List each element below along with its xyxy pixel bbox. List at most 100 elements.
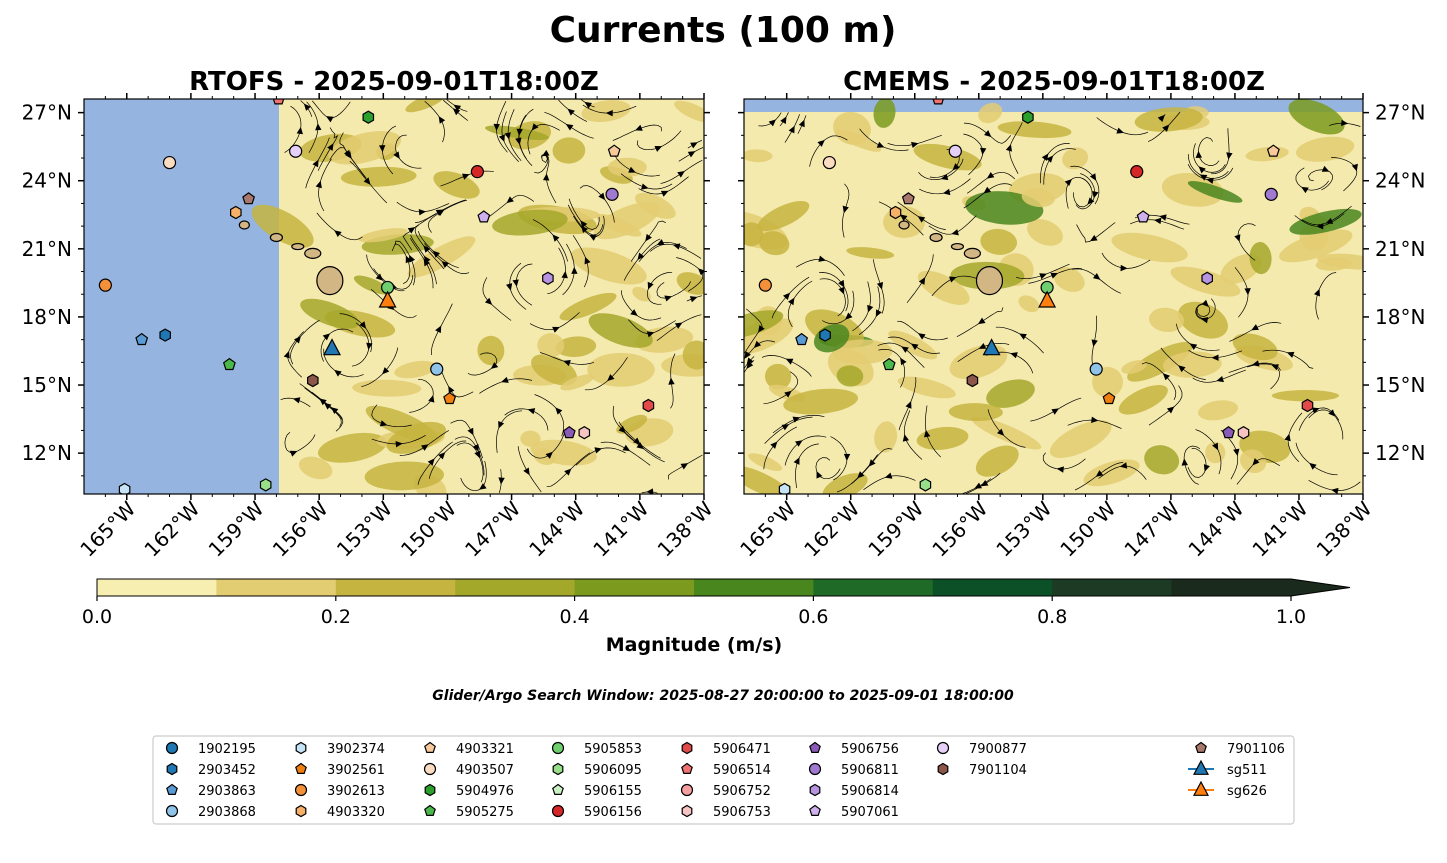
cmems-streamline-arrow [1325, 217, 1334, 224]
rtofs-magnitude-patch [593, 202, 660, 240]
search-window-caption: Glider/Argo Search Window: 2025-08-27 20… [432, 688, 1014, 704]
rtofs-magnitude-patch [251, 204, 314, 248]
rtofs-streamline-arrow [315, 123, 322, 131]
cmems-marker-3902561 [1102, 391, 1116, 405]
rtofs-marker-4903320 [230, 205, 242, 220]
rtofs-marker-7901104 [307, 373, 319, 388]
cmems-streamline-arrow [1116, 127, 1125, 134]
legend-item-5906811: 5906811 [808, 762, 899, 778]
rtofs-streamline-arrow [552, 234, 560, 242]
cmems-streamline-arrow [1286, 351, 1295, 358]
cmems-magnitude-patch [744, 465, 792, 494]
rtofs-lat-label: 18°N [22, 305, 72, 329]
legend-label: 5906752 [713, 784, 771, 799]
rtofs-streamline-arrow [498, 420, 505, 429]
rtofs-streamline-arrow [637, 252, 645, 261]
cmems-lon-label: 165°W [735, 496, 800, 561]
legend-label: 5904976 [456, 784, 514, 799]
rtofs-streamline-arrow [493, 123, 500, 131]
rtofs-streamline-arrow [512, 279, 519, 287]
cmems-lon-label: 138°W [1312, 496, 1377, 561]
cmems-streamline-arrow [952, 163, 960, 171]
cmems-streamline-arrow [997, 428, 1005, 436]
rtofs-streamline-arrow [687, 151, 696, 158]
cmems-streamline-arrow [1251, 324, 1259, 331]
cmems-magnitude-patch [1144, 445, 1180, 475]
rtofs-streamline-arrow [405, 255, 412, 264]
cmems-streamline-arrow [817, 139, 825, 147]
cmems-magnitude-patch [1026, 219, 1063, 246]
rtofs-marker-7901106 [242, 192, 256, 205]
cmems-magnitude-patch [897, 376, 956, 399]
cmems-streamline-arrow [1091, 416, 1099, 423]
cmems-magnitude-patch [986, 379, 1035, 408]
colorbar-segment [1171, 579, 1292, 596]
rtofs-streamline-arrow [379, 420, 388, 427]
cmems-marker-5906156 [1130, 165, 1144, 179]
rtofs-streamline-arrow [334, 230, 342, 238]
rtofs-streamline-arrow [630, 309, 638, 316]
rtofs-streamline-arrow [571, 266, 578, 274]
legend-item-4903320: 4903320 [295, 804, 385, 820]
rtofs-island [291, 242, 305, 251]
legend-marker-2903868 [165, 804, 179, 818]
rtofs-streamline-arrow [567, 108, 575, 116]
cmems-streamline-arrow [1201, 299, 1209, 307]
rtofs-streamline-arrow [292, 397, 301, 404]
cmems-island [929, 232, 943, 243]
legend-item-5906095: 5906095 [552, 762, 642, 778]
rtofs-streamline-arrow [438, 452, 446, 460]
cmems-masked-strip [744, 99, 1363, 112]
cmems-magnitude-patch [1279, 229, 1353, 263]
rtofs-streamline-arrow [580, 220, 588, 228]
cmems-streamlines [744, 111, 1361, 494]
legend-marker-sg511 [1193, 759, 1209, 775]
cmems-magnitude-patch [874, 421, 898, 453]
cmems-streamline-arrow [949, 276, 957, 283]
cmems-magnitude-patch [873, 99, 896, 128]
rtofs-marker-4903321 [607, 144, 621, 157]
rtofs-frame [83, 98, 705, 495]
rtofs-streamline-arrow [504, 132, 511, 140]
cmems-streamline-arrow [816, 470, 823, 479]
rtofs-magnitude-patch [358, 228, 408, 243]
rtofs-streamline-arrow [641, 183, 649, 190]
legend-item-5905853: 5905853 [551, 741, 642, 757]
legend-label: 5905275 [456, 805, 514, 820]
rtofs-streamline-arrow [435, 209, 444, 216]
rtofs-magnitude-patch [596, 213, 642, 237]
cmems-platform-markers [758, 99, 1314, 494]
cmems-streamline-arrow [1252, 458, 1260, 466]
legend-label: 7901104 [969, 763, 1027, 778]
rtofs-marker-5906156 [470, 165, 484, 179]
rtofs-streamline-arrow [584, 256, 591, 265]
rtofs-streamline-arrow [689, 296, 698, 303]
legend-marker-5906095 [552, 762, 564, 776]
cmems-magnitude-patch [1127, 342, 1193, 382]
cmems-magnitude-patch [1049, 420, 1112, 459]
cmems-magnitude-patch [757, 201, 810, 231]
cmems-streamline-arrow [980, 147, 987, 156]
legend-item-7901106: 7901106 [1195, 741, 1285, 757]
rtofs-streamline-arrow [677, 170, 685, 178]
legend-item-5906471: 5906471 [681, 741, 771, 757]
legend-marker-5906156 [551, 804, 565, 818]
cmems-streamline-arrow [942, 188, 951, 196]
cmems-streamline-arrow [758, 325, 765, 333]
cmems-streamline-arrow [1162, 124, 1170, 132]
cmems-streamline-arrow [793, 457, 800, 465]
rtofs-marker-5906514 [272, 99, 285, 105]
cmems-streamline-arrow [1212, 442, 1219, 451]
cmems-field-background [744, 99, 1363, 494]
rtofs-streamline-arrow [452, 108, 461, 116]
cmems-lon-label: 144°W [1183, 496, 1248, 561]
cmems-streamline-arrow [918, 277, 926, 285]
cmems-island [898, 220, 910, 230]
rtofs-lon-label: 162°W [139, 496, 204, 561]
colorbar-segment [216, 579, 337, 596]
legend-label: 2903868 [198, 805, 256, 820]
legend: 1902195 2903452 2903863 2903868 3902374 39025… [152, 735, 1295, 825]
rtofs-magnitude-patch [607, 157, 647, 177]
cmems-streamline-arrow [1195, 150, 1202, 159]
